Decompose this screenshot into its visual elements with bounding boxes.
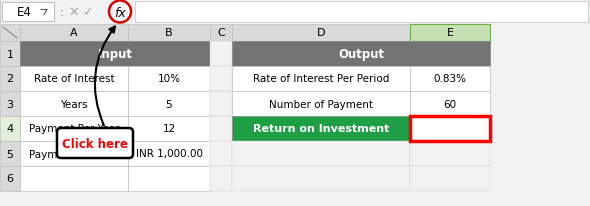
Bar <box>410 91 490 116</box>
Bar <box>128 116 210 141</box>
Bar <box>0 67 20 91</box>
Bar <box>410 67 490 91</box>
Text: Click here: Click here <box>62 137 128 150</box>
Text: Payment Per Year: Payment Per Year <box>29 124 119 134</box>
Bar <box>20 42 210 67</box>
Bar <box>20 141 128 166</box>
Text: Input: Input <box>97 48 133 61</box>
Text: Output: Output <box>338 48 384 61</box>
Bar <box>0 0 590 25</box>
Bar <box>232 116 410 141</box>
FancyBboxPatch shape <box>57 128 133 158</box>
Bar <box>210 116 232 141</box>
Text: 12: 12 <box>162 124 176 134</box>
Bar <box>0 141 20 166</box>
Text: A: A <box>70 28 78 38</box>
Text: fx: fx <box>114 6 126 19</box>
Text: Payment Amount: Payment Amount <box>29 149 119 159</box>
Bar <box>20 67 128 91</box>
Bar <box>128 25 210 42</box>
Bar <box>232 166 410 191</box>
Bar <box>0 116 20 141</box>
Text: Number of Payment: Number of Payment <box>269 99 373 109</box>
Text: Rate of Interest Per Period: Rate of Interest Per Period <box>253 74 389 84</box>
Text: Rate of Interest: Rate of Interest <box>34 74 114 84</box>
Bar <box>232 91 410 116</box>
Bar <box>0 91 20 116</box>
Text: 10%: 10% <box>158 74 181 84</box>
Bar <box>232 25 410 42</box>
Bar <box>210 67 232 91</box>
Text: 2: 2 <box>6 74 14 84</box>
Bar <box>20 166 128 191</box>
Circle shape <box>109 1 131 23</box>
Text: INR 1,000.00: INR 1,000.00 <box>136 149 202 159</box>
Text: 5: 5 <box>6 149 14 159</box>
Text: 4: 4 <box>6 124 14 134</box>
Text: E4: E4 <box>17 6 32 19</box>
Text: ✓: ✓ <box>82 6 92 19</box>
Text: 0.83%: 0.83% <box>434 74 467 84</box>
Bar <box>410 141 490 166</box>
Bar <box>410 116 490 141</box>
Bar <box>0 166 20 191</box>
Text: B: B <box>165 28 173 38</box>
Bar <box>0 25 590 42</box>
Text: Years: Years <box>60 99 88 109</box>
Bar <box>410 25 490 42</box>
Text: 1: 1 <box>6 49 14 59</box>
Text: C: C <box>217 28 225 38</box>
Text: :: : <box>60 6 64 19</box>
Bar <box>210 166 232 191</box>
Bar <box>128 67 210 91</box>
Bar <box>232 67 410 91</box>
Text: E: E <box>447 28 454 38</box>
Bar <box>210 141 232 166</box>
Bar <box>128 166 210 191</box>
Bar <box>2 3 54 22</box>
Text: Return on Investment: Return on Investment <box>253 124 389 134</box>
Text: D: D <box>317 28 325 38</box>
Text: 60: 60 <box>444 99 457 109</box>
Bar <box>0 25 20 42</box>
Bar <box>20 91 128 116</box>
Bar <box>232 42 490 67</box>
Text: ✕: ✕ <box>69 6 79 19</box>
Bar <box>410 166 490 191</box>
Text: 6: 6 <box>6 174 14 184</box>
Text: 5: 5 <box>166 99 172 109</box>
Text: 3: 3 <box>6 99 14 109</box>
Bar <box>20 116 128 141</box>
Bar <box>128 91 210 116</box>
Bar <box>232 141 410 166</box>
Bar <box>20 25 128 42</box>
Bar <box>128 141 210 166</box>
Bar <box>0 42 20 67</box>
Bar <box>210 42 232 67</box>
Bar <box>210 25 232 42</box>
Bar <box>210 91 232 116</box>
Bar <box>135 2 588 23</box>
